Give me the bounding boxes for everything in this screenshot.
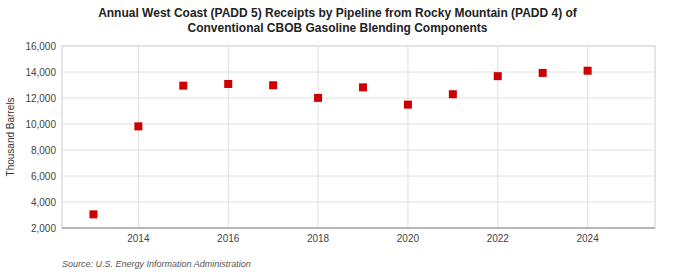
background — [0, 0, 675, 275]
grid — [62, 46, 655, 228]
y-grid-line — [62, 176, 655, 177]
x-grid-line — [318, 46, 319, 228]
chart: Annual West Coast (PADD 5) Receipts by P… — [0, 0, 675, 275]
x-tick-label: 2022 — [487, 233, 510, 244]
y-tick-label: 2,000 — [31, 223, 56, 234]
page: {"chart_data": {"type": "scatter", "titl… — [0, 0, 675, 275]
y-tick-label: 14,000 — [25, 67, 56, 78]
x-axis-line — [62, 228, 655, 229]
y-tick-label: 8,000 — [31, 145, 56, 156]
x-tick-label: 2014 — [127, 233, 150, 244]
y-axis-label: Thousand Barrels — [5, 98, 16, 177]
plot-area — [62, 46, 655, 228]
y-tick-label: 12,000 — [25, 93, 56, 104]
point — [224, 80, 232, 88]
y-grid-line — [62, 228, 655, 229]
y-grid-line — [62, 72, 655, 73]
point — [314, 94, 322, 102]
point — [404, 101, 412, 109]
point — [89, 210, 97, 218]
point — [269, 81, 277, 89]
y-tick-label: 16,000 — [25, 41, 56, 52]
y-tick-label: 4,000 — [31, 197, 56, 208]
x-grid-line — [228, 46, 229, 228]
point — [494, 72, 502, 80]
x-tick-label: 2018 — [307, 233, 330, 244]
y-grid-line — [62, 46, 655, 47]
y-tick-label: 6,000 — [31, 171, 56, 182]
y-grid-line — [62, 124, 655, 125]
y-tick-label: 10,000 — [25, 119, 56, 130]
point — [539, 69, 547, 77]
point — [134, 122, 142, 130]
x-grid-line — [407, 46, 408, 228]
point — [179, 82, 187, 90]
title: Annual West Coast (PADD 5) Receipts by P… — [98, 6, 578, 35]
title-line: Annual West Coast (PADD 5) Receipts by P… — [98, 6, 578, 20]
point — [449, 90, 457, 98]
y-grid-line — [62, 98, 655, 99]
x-tick-label: 2016 — [217, 233, 240, 244]
x-tick-label: 2020 — [397, 233, 420, 244]
point — [584, 67, 592, 75]
marks — [89, 67, 591, 219]
point — [359, 83, 367, 91]
source-note: Source: U.S. Energy Information Administ… — [62, 259, 251, 269]
title-line: Conventional CBOB Gasoline Blending Comp… — [187, 21, 487, 35]
axes: 2,000 4,000 6,000 8,000 10,000 12,000 14,000 16… — [25, 41, 655, 245]
x-tick-label: 2024 — [576, 233, 599, 244]
y-grid-line — [62, 150, 655, 151]
y-grid-line — [62, 202, 655, 203]
x-grid-line — [138, 46, 139, 228]
